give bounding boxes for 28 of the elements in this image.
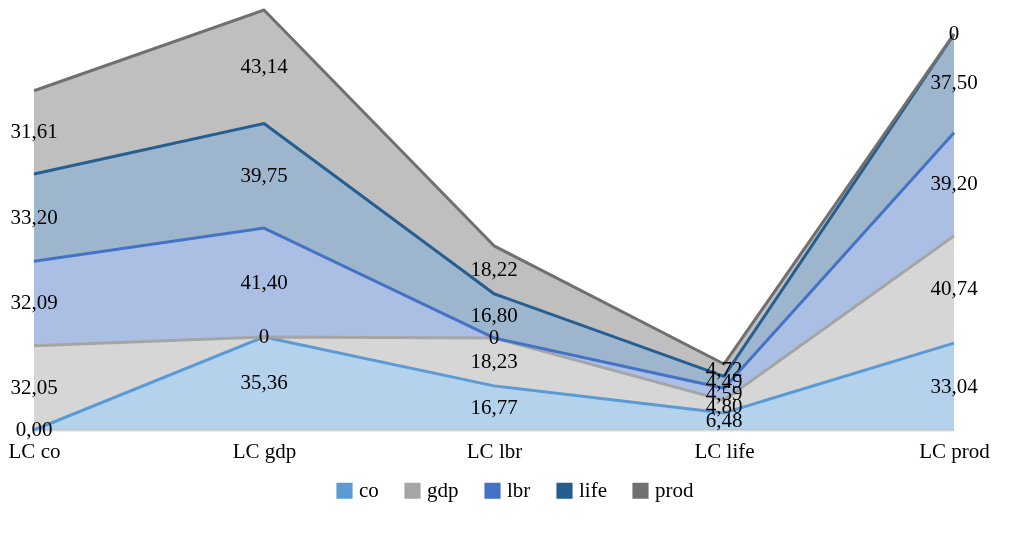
- data-label: 0,00: [15, 417, 53, 441]
- data-label: 37,50: [930, 70, 978, 95]
- legend-label: life: [579, 477, 607, 502]
- legend-label: co: [359, 477, 379, 502]
- data-label: 33,04: [930, 373, 979, 398]
- x-tick-label: LC lbr: [466, 438, 523, 463]
- x-tick-label: LC life: [694, 438, 755, 463]
- data-label: 40,74: [930, 276, 979, 301]
- data-label: 31,61: [10, 119, 58, 144]
- data-label: 0: [488, 324, 500, 349]
- data-label: 41,40: [240, 269, 288, 294]
- x-tick-label: LC prod: [919, 438, 991, 463]
- data-label: 39,20: [930, 171, 978, 196]
- data-label: 32,05: [10, 374, 58, 399]
- data-label: 32,09: [10, 290, 58, 315]
- legend-label: gdp: [427, 477, 459, 502]
- data-label: 39,75: [240, 162, 288, 187]
- data-label: 16,80: [470, 302, 518, 327]
- data-label: 16,77: [470, 394, 518, 419]
- data-label: 33,20: [10, 204, 58, 229]
- x-tick-label: LC gdp: [232, 438, 297, 463]
- data-label: 18,22: [470, 256, 518, 281]
- legend-label: prod: [655, 477, 694, 502]
- data-label: 35,36: [240, 370, 288, 395]
- legend-label: lbr: [507, 477, 531, 502]
- data-label: 0: [258, 323, 270, 348]
- data-label: 43,14: [240, 53, 289, 78]
- data-label: 18,23: [470, 348, 518, 373]
